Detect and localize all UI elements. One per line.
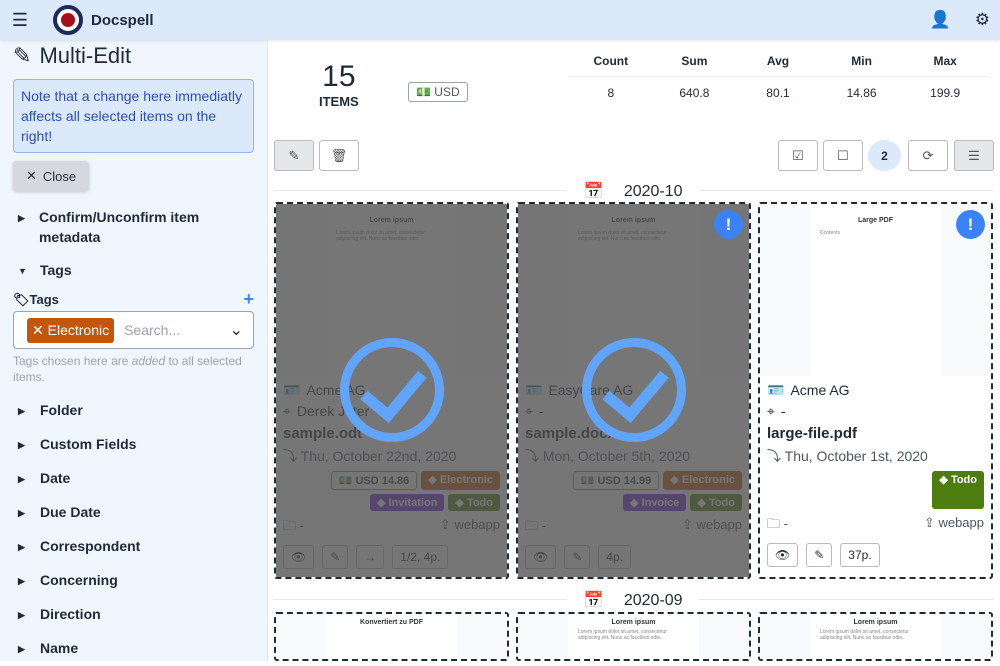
correspondent: Acme AG xyxy=(790,382,850,398)
section-label: Correspondent xyxy=(40,538,141,554)
section-tags[interactable]: ▼ Tags xyxy=(13,254,254,288)
item-count: 15 ITEMS xyxy=(319,60,359,109)
menu-icon[interactable]: ☰ xyxy=(11,9,29,30)
delete-selected-button[interactable]: 🗑 xyxy=(319,140,359,171)
preview-button[interactable]: 👁 xyxy=(767,543,799,567)
currency-badge: 💵 USD xyxy=(408,82,468,102)
new-item-icon: ! xyxy=(714,210,743,239)
item-card[interactable]: Large PDF Contents! 🪪 Acme AG ⌖ - large-fil… xyxy=(758,202,993,579)
date-icon: ⤵ xyxy=(767,448,781,464)
chip-label: Electronic xyxy=(47,321,110,338)
select-all-button[interactable]: ☑ xyxy=(778,140,818,171)
caret-right-icon: ▶ xyxy=(18,474,25,484)
page-count: 37p. xyxy=(840,543,880,567)
calendar-icon: 📅 xyxy=(575,183,612,200)
caret-right-icon: ▶ xyxy=(18,542,25,552)
caret-right-icon: ▶ xyxy=(18,644,25,654)
section-concerning[interactable]: ▶ Concerning xyxy=(13,564,254,598)
check-circle-icon xyxy=(582,338,686,442)
tag-label[interactable]: ◆ Todo xyxy=(932,471,984,509)
docspell-logo[interactable] xyxy=(53,5,83,35)
tag-search-input[interactable]: Search... xyxy=(124,322,181,338)
item-card[interactable]: Konvertiert zu PDF xyxy=(274,612,509,661)
correspondent-icon: 🪪 xyxy=(767,382,785,398)
edit-selected-button[interactable]: ✎ xyxy=(274,140,314,171)
new-item-icon: ! xyxy=(956,210,985,239)
multi-edit-sidebar: ✎ Multi-Edit Note that a change here imme… xyxy=(0,40,268,661)
section-name[interactable]: ▶ Name xyxy=(13,632,254,666)
calendar-icon: 📅 xyxy=(575,592,612,609)
section-label: Date xyxy=(40,470,71,486)
selection-mode-button[interactable]: ☰ xyxy=(954,140,994,171)
item-date: Thu, October 1st, 2020 xyxy=(784,448,928,464)
top-bar: ☰ Docspell 👤 ⚙ xyxy=(0,0,1000,40)
upload-icon: ⇪ xyxy=(923,515,935,530)
section-label: Concerning xyxy=(40,572,118,588)
tags-icon: 🏷 xyxy=(13,292,30,307)
section-label: Confirm/Unconfirm item metadata xyxy=(38,209,200,245)
selected-tag-chip[interactable]: ✕ Electronic xyxy=(27,317,115,343)
section-label: Tags xyxy=(40,262,72,278)
section-direction[interactable]: ▶ Direction xyxy=(13,598,254,632)
close-icon: ✕ xyxy=(26,168,37,183)
folder: - xyxy=(783,516,788,531)
section-due-date[interactable]: ▶ Due Date xyxy=(13,496,254,530)
tags-dropdown[interactable]: ✕ Electronic Search... ⌄ xyxy=(13,311,254,349)
caret-right-icon: ▶ xyxy=(18,440,25,450)
concerning: - xyxy=(780,403,786,419)
select-none-button[interactable]: ☐ xyxy=(823,140,863,171)
chevron-down-icon[interactable]: ⌄ xyxy=(229,322,243,339)
group-header: 📅 2020-09 xyxy=(273,590,993,610)
add-tag-icon[interactable]: + xyxy=(243,289,254,309)
close-button[interactable]: ✕ Close xyxy=(13,161,90,191)
group-header: 📅 2020-10 xyxy=(273,181,993,201)
section-label: Name xyxy=(40,640,79,656)
section-folder[interactable]: ▶ Folder xyxy=(13,394,254,428)
item-name: large-file.pdf xyxy=(767,425,858,442)
section-custom-fields[interactable]: ▶ Custom Fields xyxy=(13,428,254,462)
section-label: Custom Fields xyxy=(40,436,137,452)
tags-hint: Tags chosen here are added to all select… xyxy=(13,354,242,384)
selected-count-badge: 2 xyxy=(868,140,901,171)
settings-icon[interactable]: ⚙ xyxy=(974,10,990,29)
section-label: Due Date xyxy=(40,504,101,520)
item-preview[interactable]: Konvertiert zu PDF xyxy=(276,614,507,659)
info-note: Note that a change here immediatly affec… xyxy=(13,79,254,153)
caret-right-icon: ▶ xyxy=(18,610,25,620)
edit-item-button[interactable]: ✎ xyxy=(806,543,833,567)
caret-right-icon: ▶ xyxy=(18,406,25,416)
item-list: 15 ITEMS 💵 USD Count Sum Avg Min Max 8 640.8 80… xyxy=(269,40,1000,661)
tags-label: Tags xyxy=(29,292,59,307)
section-correspondent[interactable]: ▶ Correspondent xyxy=(13,530,254,564)
refresh-button[interactable]: ⟳ xyxy=(908,140,948,171)
close-label: Close xyxy=(42,168,77,184)
check-circle-icon xyxy=(340,338,444,442)
folder-icon: 🗀 xyxy=(767,516,781,531)
caret-right-icon: ▶ xyxy=(18,213,25,223)
section-label: Folder xyxy=(40,402,83,418)
app-title: Docspell xyxy=(91,11,154,29)
source: webapp xyxy=(938,515,984,530)
caret-down-icon: ▼ xyxy=(18,266,27,276)
concerning-icon: ⌖ xyxy=(767,403,775,419)
section-date[interactable]: ▶ Date xyxy=(13,462,254,496)
item-preview[interactable]: Large PDF Contents! xyxy=(760,204,991,376)
caret-right-icon: ▶ xyxy=(18,576,25,586)
user-icon[interactable]: 👤 xyxy=(929,10,951,29)
summary-stats: Count Sum Avg Min Max 8 640.8 80.1 14.86 199.9 xyxy=(569,54,987,100)
page-title: Multi-Edit xyxy=(39,43,132,68)
edit-icon: ✎ xyxy=(13,43,32,68)
section-confirm[interactable]: ▶ Confirm/Unconfirm item metadata xyxy=(13,201,254,254)
caret-right-icon: ▶ xyxy=(18,508,25,518)
section-label: Direction xyxy=(40,606,101,622)
